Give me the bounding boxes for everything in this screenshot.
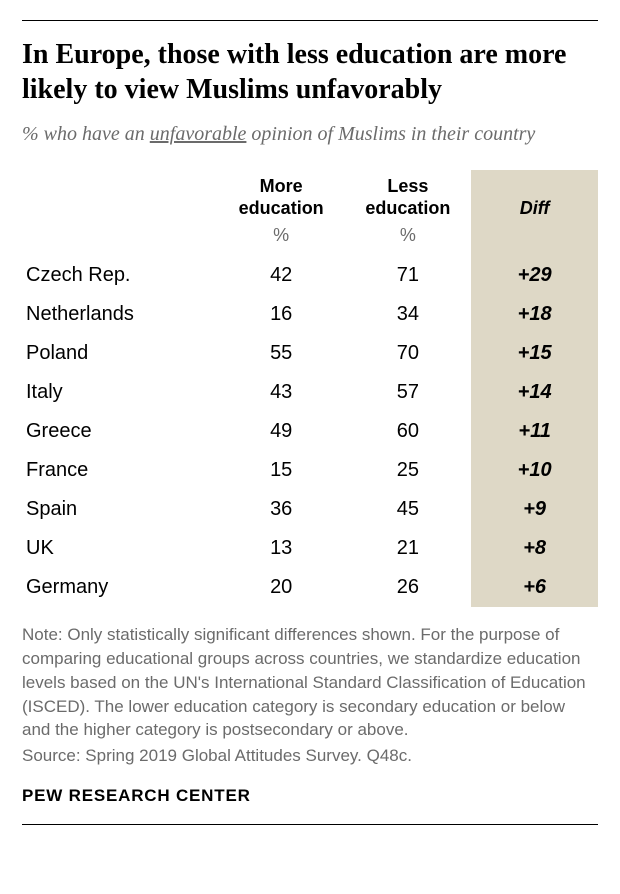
cell-less: 71 [345, 256, 472, 295]
table-body: Czech Rep.4271+29Netherlands1634+18Polan… [22, 256, 598, 607]
cell-diff: +9 [471, 490, 598, 529]
source-text: Source: Spring 2019 Global Attitudes Sur… [22, 746, 598, 766]
subtitle-prefix: % who have an [22, 123, 150, 145]
cell-more: 49 [218, 412, 345, 451]
cell-more: 15 [218, 451, 345, 490]
unit-more: % [218, 223, 345, 256]
cell-country: Czech Rep. [22, 256, 218, 295]
bottom-rule [22, 824, 598, 825]
data-table: More education Less education Diff % % C… [22, 170, 598, 607]
cell-more: 42 [218, 256, 345, 295]
note-text: Note: Only statistically significant dif… [22, 623, 598, 742]
cell-less: 57 [345, 373, 472, 412]
table-row: Greece4960+11 [22, 412, 598, 451]
cell-more: 36 [218, 490, 345, 529]
cell-country: Netherlands [22, 295, 218, 334]
cell-diff: +14 [471, 373, 598, 412]
cell-country: Poland [22, 334, 218, 373]
cell-country: Germany [22, 568, 218, 607]
cell-less: 45 [345, 490, 472, 529]
header-less-education: Less education [345, 170, 472, 223]
cell-more: 16 [218, 295, 345, 334]
table-row: UK1321+8 [22, 529, 598, 568]
table-row: Germany2026+6 [22, 568, 598, 607]
cell-less: 70 [345, 334, 472, 373]
unit-country [22, 223, 218, 256]
cell-less: 34 [345, 295, 472, 334]
cell-diff: +10 [471, 451, 598, 490]
report-table-card: In Europe, those with less education are… [22, 20, 598, 825]
subtitle: % who have an unfavorable opinion of Mus… [22, 121, 598, 148]
cell-diff: +29 [471, 256, 598, 295]
cell-diff: +8 [471, 529, 598, 568]
cell-diff: +18 [471, 295, 598, 334]
cell-more: 43 [218, 373, 345, 412]
subtitle-suffix: opinion of Muslims in their country [246, 123, 535, 145]
cell-diff: +15 [471, 334, 598, 373]
top-rule [22, 20, 598, 21]
table-row: Italy4357+14 [22, 373, 598, 412]
cell-country: France [22, 451, 218, 490]
cell-country: Spain [22, 490, 218, 529]
cell-less: 26 [345, 568, 472, 607]
cell-less: 21 [345, 529, 472, 568]
cell-more: 55 [218, 334, 345, 373]
cell-diff: +11 [471, 412, 598, 451]
cell-country: Italy [22, 373, 218, 412]
unit-diff [471, 223, 598, 256]
cell-more: 20 [218, 568, 345, 607]
header-country [22, 170, 218, 223]
table-row: Czech Rep.4271+29 [22, 256, 598, 295]
table-row: Poland5570+15 [22, 334, 598, 373]
cell-diff: +6 [471, 568, 598, 607]
cell-less: 60 [345, 412, 472, 451]
table-row: France1525+10 [22, 451, 598, 490]
header-diff: Diff [471, 170, 598, 223]
cell-country: Greece [22, 412, 218, 451]
table-row: Netherlands1634+18 [22, 295, 598, 334]
header-more-education: More education [218, 170, 345, 223]
cell-less: 25 [345, 451, 472, 490]
unit-less: % [345, 223, 472, 256]
table-unit-row: % % [22, 223, 598, 256]
cell-country: UK [22, 529, 218, 568]
subtitle-underlined: unfavorable [150, 123, 247, 145]
cell-more: 13 [218, 529, 345, 568]
title: In Europe, those with less education are… [22, 37, 598, 107]
table-header-row: More education Less education Diff [22, 170, 598, 223]
footer-attribution: PEW RESEARCH CENTER [22, 786, 598, 806]
table-row: Spain3645+9 [22, 490, 598, 529]
